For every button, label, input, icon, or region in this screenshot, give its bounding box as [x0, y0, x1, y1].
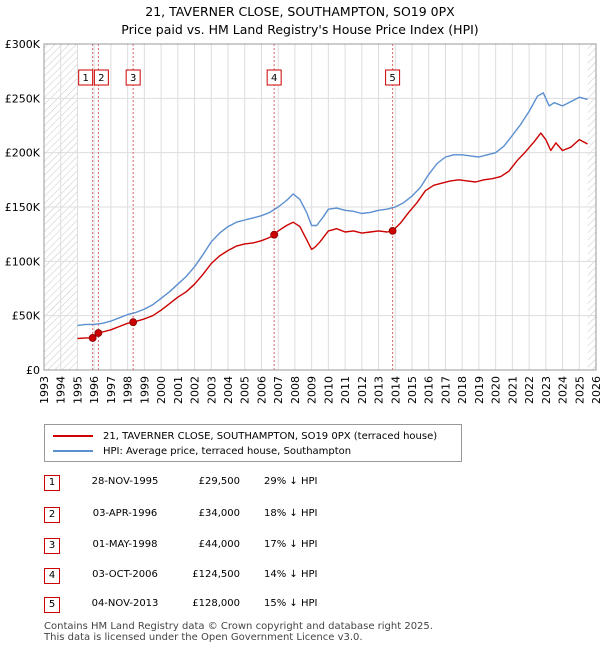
legend-property-label: 21, TAVERNER CLOSE, SOUTHAMPTON, SO19 0P… [103, 430, 438, 442]
x-tick-label: 2007 [272, 376, 285, 404]
x-tick-label: 2014 [389, 376, 402, 404]
legend-hpi-label: HPI: Average price, terraced house, Sout… [103, 445, 352, 457]
x-tick-label: 1998 [122, 376, 135, 404]
sale-point [388, 227, 397, 235]
sale-number-box [266, 69, 282, 86]
x-tick-label: 2009 [306, 376, 319, 404]
x-tick-label: 2016 [423, 376, 436, 404]
footer-copyright: Contains HM Land Registry data © Crown c… [44, 621, 433, 632]
plot-frame [43, 43, 597, 371]
transaction-price: £124,500 [192, 569, 240, 580]
sale-number-label: 1 [82, 73, 88, 84]
transaction-price: £34,000 [198, 508, 240, 519]
transaction-price: £128,000 [192, 598, 240, 609]
x-tick-label: 2013 [373, 376, 386, 404]
sale-number-label: 4 [271, 73, 277, 84]
sale-number-label: 5 [389, 73, 395, 84]
transaction-date: 03-APR-1996 [92, 508, 158, 519]
transaction-hpi: 29% ↓ HPI [264, 476, 318, 487]
transaction-date: 28-NOV-1995 [91, 476, 159, 487]
sale-number-label: 3 [130, 73, 136, 84]
x-tick-label: 2008 [289, 376, 302, 404]
transaction-price: £44,000 [198, 539, 240, 550]
x-tick-label: 2015 [406, 376, 419, 404]
transaction-hpi: 14% ↓ HPI [264, 569, 318, 580]
x-tick-label: 2000 [155, 376, 168, 404]
x-tick-label: 2020 [490, 376, 503, 404]
x-tick-label: 1994 [55, 376, 68, 404]
y-tick-label: £0 [26, 364, 40, 377]
x-tick-label: 1996 [88, 376, 101, 404]
x-tick-label: 2026 [590, 376, 600, 404]
transaction-number: 3 [44, 538, 60, 554]
sale-number-box [385, 69, 401, 86]
x-tick-label: 1993 [38, 376, 51, 404]
x-tick-label: 2011 [339, 376, 352, 404]
property-price-line [77, 132, 588, 340]
y-tick-label: £300K [5, 38, 41, 51]
x-tick-label: 1995 [71, 376, 84, 404]
x-tick-label: 2019 [473, 376, 486, 404]
sale-number-box [93, 69, 109, 86]
y-tick-label: £150K [5, 201, 41, 214]
x-tick-label: 2017 [439, 376, 452, 404]
chart-subtitle: Price paid vs. HM Land Registry's House … [121, 22, 479, 37]
sale-number-label: 2 [98, 73, 104, 84]
x-tick-label: 2018 [456, 376, 469, 404]
legend-hpi-swatch [53, 450, 93, 452]
x-tick-label: 2003 [205, 376, 218, 404]
x-tick-label: 2021 [506, 376, 519, 404]
chart-title: 21, TAVERNER CLOSE, SOUTHAMPTON, SO19 0P… [145, 4, 455, 19]
sale-point [129, 318, 138, 327]
x-tick-label: 2002 [189, 376, 202, 404]
sale-point [88, 334, 97, 342]
transaction-date: 04-NOV-2013 [91, 598, 159, 609]
transaction-number: 2 [44, 507, 60, 523]
legend-hpi: HPI: Average price, terraced house, Sout… [53, 444, 351, 458]
legend-property-swatch [53, 435, 93, 437]
sale-number-box [78, 69, 94, 86]
x-tick-label: 2004 [222, 376, 235, 404]
legend: 21, TAVERNER CLOSE, SOUTHAMPTON, SO19 0P… [44, 424, 462, 462]
y-tick-label: £200K [5, 147, 41, 160]
y-tick-label: £50K [12, 310, 41, 323]
legend-property: 21, TAVERNER CLOSE, SOUTHAMPTON, SO19 0P… [53, 429, 437, 443]
x-tick-label: 1997 [105, 376, 118, 404]
x-tick-label: 2001 [172, 376, 185, 404]
transaction-date: 01-MAY-1998 [92, 539, 158, 550]
sale-point [94, 329, 103, 337]
footer-license: This data is licensed under the Open Gov… [44, 632, 363, 643]
x-tick-label: 2024 [557, 376, 570, 404]
transaction-hpi: 18% ↓ HPI [264, 508, 318, 519]
transaction-price: £29,500 [198, 476, 240, 487]
hpi-line [77, 92, 588, 327]
x-tick-label: 2006 [255, 376, 268, 404]
transaction-number: 5 [44, 597, 60, 613]
y-tick-label: £250K [5, 92, 41, 105]
transaction-hpi: 17% ↓ HPI [264, 539, 318, 550]
sale-number-box [125, 69, 141, 86]
x-tick-label: 2012 [356, 376, 369, 404]
x-tick-label: 2023 [540, 376, 553, 404]
x-tick-label: 2022 [523, 376, 536, 404]
sale-point [270, 230, 279, 239]
transaction-date: 03-OCT-2006 [92, 569, 158, 580]
y-tick-label: £100K [5, 255, 41, 268]
transaction-number: 4 [44, 568, 60, 584]
transaction-hpi: 15% ↓ HPI [264, 598, 318, 609]
x-tick-label: 2010 [322, 376, 335, 404]
x-tick-label: 2025 [573, 376, 586, 404]
transaction-number: 1 [44, 475, 60, 491]
x-tick-label: 2005 [239, 376, 252, 404]
x-tick-label: 1999 [138, 376, 151, 404]
